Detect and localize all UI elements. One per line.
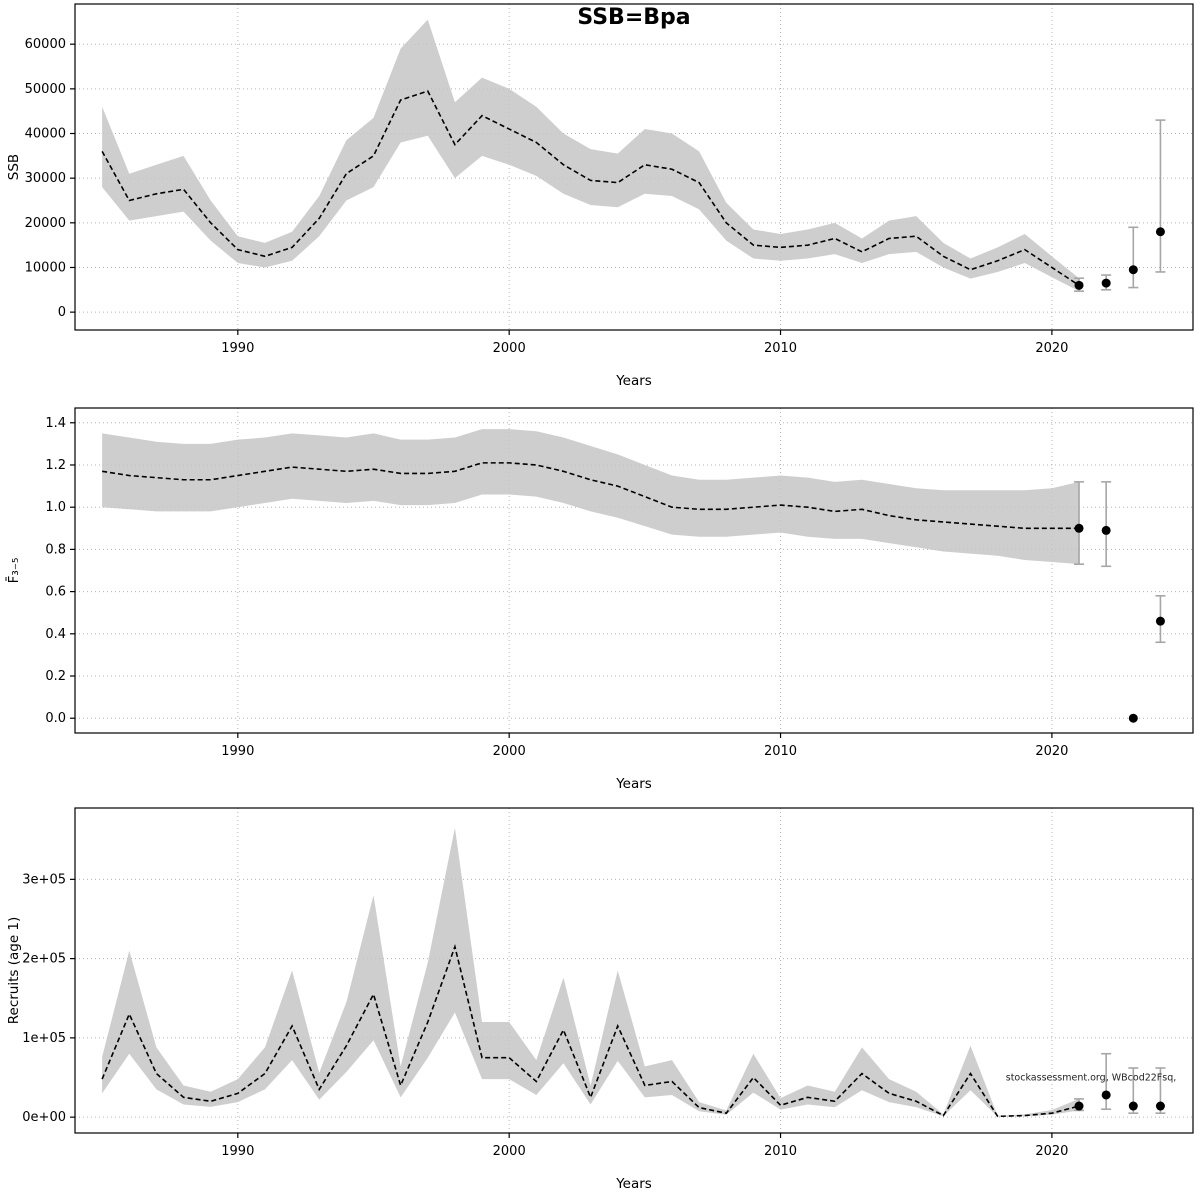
fbar-estimate-line: [102, 462, 1080, 530]
fbar-y-tick-label: 0.6: [45, 585, 66, 600]
ssb-y-tick-label: 60000: [25, 37, 66, 52]
fbar-forecast-point: [1155, 616, 1165, 626]
ssb-confidence-band: [102, 19, 1080, 292]
recruits-forecast-points: [1074, 1052, 1166, 1114]
recruits-y-axis-title: Recruits (age 1): [6, 917, 22, 1025]
recruits-y-tick-label: 1e+05: [22, 1031, 66, 1046]
ssb-forecast-point: [1155, 227, 1165, 237]
ssb-axes: 0 10000 20000 30000 40000 50000 60000 1990 2000 2…: [25, 37, 1069, 356]
ssb-y-tick-label: 40000: [25, 127, 66, 142]
ssb-y-tick-label: 0: [58, 305, 66, 320]
fbar-confidence-band: [102, 429, 1080, 565]
ssb-x-tick-label: 2010: [764, 341, 797, 356]
ssb-forecast-points: [1074, 119, 1166, 292]
chart-panel-recruits: 0e+00 1e+05 2e+05 3e+05 1990 2000 2010 2020 Recr…: [0, 800, 1200, 1200]
recruits-y-tick-label: 0e+00: [22, 1110, 66, 1125]
ssb-x-tick-label: 1990: [221, 341, 254, 356]
ssb-labels: SSB Years SSB=Bpa: [6, 5, 691, 389]
ssb-x-tick-label: 2020: [1035, 341, 1068, 356]
fbar-x-tick-label: 1990: [221, 744, 254, 759]
recruits-forecast-point: [1101, 1090, 1111, 1100]
ssb-estimate-line: [101, 90, 1080, 287]
watermark-text: stockassessment.org, WBcod22Fsq,: [1006, 1073, 1177, 1084]
fbar-forecast-point: [1074, 523, 1084, 533]
fbar-y-tick-label: 0.0: [45, 711, 66, 726]
ssb-x-axis-title: Years: [615, 373, 652, 389]
fbar-axes: 0.0 0.2 0.4 0.6 0.8 1.0 1.2 1.4 1990 2000 2010 2020: [45, 416, 1068, 759]
fbar-x-tick-label: 2010: [764, 744, 797, 759]
recruits-confidence-band: [102, 827, 1080, 1117]
recruits-y-tick-label: 2e+05: [22, 952, 66, 967]
fbar-labels: F̄₃₋₅ Years: [5, 558, 652, 792]
ssb-y-tick-label: 50000: [25, 82, 66, 97]
ssb-chart: 0 10000 20000 30000 40000 50000 60000 1990 2000 2…: [6, 3, 1194, 389]
figure-title: SSB=Bpa: [577, 5, 690, 30]
chart-panel-ssb: 0 10000 20000 30000 40000 50000 60000 1990 2000 2…: [0, 0, 1200, 400]
ssb-y-tick-label: 20000: [25, 216, 66, 231]
fbar-y-tick-label: 1.4: [45, 416, 66, 431]
fbar-forecast-points: [1074, 481, 1166, 723]
fbar-y-tick-label: 1.0: [45, 500, 66, 515]
ssb-frame: [74, 3, 1194, 331]
recruits-forecast-point: [1155, 1101, 1165, 1111]
recruits-axes: 0e+00 1e+05 2e+05 3e+05 1990 2000 2010 2020: [22, 872, 1068, 1159]
recruits-y-tick-label: 3e+05: [22, 872, 66, 887]
ssb-y-tick-label: 30000: [25, 171, 66, 186]
fbar-forecast-point: [1128, 713, 1138, 723]
fbar-x-tick-label: 2000: [493, 744, 526, 759]
ssb-y-tick-label: 10000: [25, 260, 66, 275]
fbar-x-axis-title: Years: [615, 776, 652, 792]
fbar-y-tick-label: 0.2: [45, 669, 66, 684]
recruits-x-tick-label: 2000: [493, 1144, 526, 1159]
recruits-estimate-line: [101, 943, 1080, 1118]
fbar-x-tick-label: 2020: [1035, 744, 1068, 759]
recruits-x-tick-label: 2010: [764, 1144, 797, 1159]
fbar-y-tick-label: 0.8: [45, 542, 66, 557]
ssb-x-tick-label: 2000: [493, 341, 526, 356]
ssb-forecast-point: [1128, 265, 1138, 275]
recruits-labels: Recruits (age 1) Years stockassessment.org…: [6, 917, 1176, 1192]
ssb-forecast-point: [1101, 278, 1111, 288]
chart-panel-fbar: 0.0 0.2 0.4 0.6 0.8 1.0 1.2 1.4 1990 2000 2010 2020…: [0, 400, 1200, 800]
ssb-forecast-point: [1074, 280, 1084, 290]
recruits-forecast-point: [1128, 1101, 1138, 1111]
fbar-y-tick-label: 1.2: [45, 458, 66, 473]
fbar-y-axis-title: F̄₃₋₅: [5, 558, 22, 584]
recruits-frame: [74, 807, 1194, 1134]
recruits-x-tick-label: 1990: [221, 1144, 254, 1159]
recruits-forecast-point: [1074, 1101, 1084, 1111]
recruits-x-tick-label: 2020: [1035, 1144, 1068, 1159]
fbar-chart: 0.0 0.2 0.4 0.6 0.8 1.0 1.2 1.4 1990 2000 2010 2020…: [5, 407, 1194, 792]
ssb-y-axis-title: SSB: [6, 154, 22, 180]
fbar-y-tick-label: 0.4: [45, 627, 66, 642]
fbar-frame: [74, 407, 1194, 734]
fbar-forecast-point: [1101, 525, 1111, 535]
recruits-x-axis-title: Years: [615, 1176, 652, 1192]
